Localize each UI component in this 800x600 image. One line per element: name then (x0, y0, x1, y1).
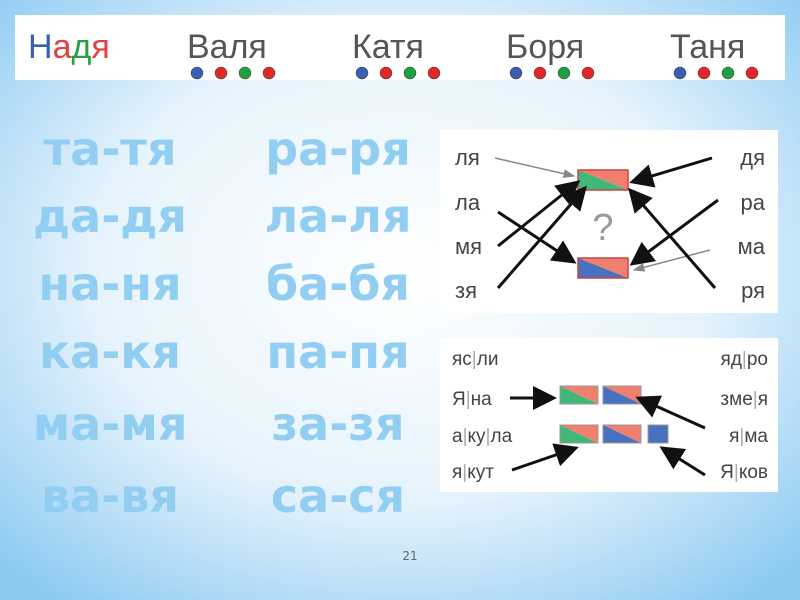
syllable: ля (455, 145, 480, 170)
dot (238, 66, 252, 80)
syllable-pair: па-пя (266, 325, 409, 379)
letter: д (71, 28, 91, 66)
divider: | (466, 389, 471, 410)
letter: Н (28, 28, 53, 66)
diagram-panel (440, 338, 778, 492)
syllable: ла (490, 426, 512, 447)
syllable: ма (744, 426, 768, 447)
word: Я|ков (720, 462, 768, 483)
first-name: Надя (28, 28, 110, 66)
word: а|ку|ла (452, 426, 513, 447)
diagram-shapes (494, 156, 719, 289)
syllable-pair: са-ся (271, 469, 405, 523)
header-panel (15, 15, 785, 80)
dot (509, 66, 523, 80)
word: я|кут (452, 462, 494, 483)
dot (403, 66, 417, 80)
dot (557, 66, 571, 80)
syllable: яс (452, 349, 472, 370)
syllable-pair: та-тя (44, 122, 177, 176)
syllable: яд (721, 349, 742, 370)
syllable: Я (720, 462, 734, 483)
diagram-shapes (510, 385, 706, 477)
name: Катя (352, 28, 424, 66)
syllable: на (471, 389, 492, 410)
syllable: мя (455, 234, 482, 259)
syllable-pair: на-ня (38, 257, 181, 311)
syllable-pair: да-дя (33, 189, 187, 243)
syllable: а (452, 426, 463, 447)
page-number: 21 (402, 549, 417, 563)
syllable-pair: ва-вя (41, 469, 179, 523)
dot (190, 66, 204, 80)
name: Таня (670, 28, 745, 66)
dot (581, 66, 595, 80)
word: яс|ли (452, 349, 498, 370)
syllable-pair: ма-мя (33, 397, 188, 451)
divider: | (462, 462, 467, 483)
dot (214, 66, 228, 80)
syllable: ла (455, 190, 481, 215)
diagram-panel (440, 130, 778, 313)
syllable: ря (741, 278, 765, 303)
syllable-pair: за-зя (271, 397, 404, 451)
divider: | (472, 349, 477, 370)
syllable-pair: ба-бя (266, 257, 410, 311)
divider: | (463, 426, 468, 447)
syllable: дя (740, 145, 765, 170)
syllable: ра (741, 190, 766, 215)
dot (262, 66, 276, 80)
syllable: я (452, 462, 462, 483)
dot (427, 66, 441, 80)
divider: | (486, 426, 491, 447)
dot (721, 66, 735, 80)
divider: | (742, 349, 747, 370)
dot (697, 66, 711, 80)
letter: а (53, 28, 72, 66)
dot (355, 66, 369, 80)
name: Боря (506, 28, 584, 66)
dot (379, 66, 393, 80)
syllable: зя (455, 278, 477, 303)
word: яд|ро (721, 349, 768, 370)
syllable: Я (452, 389, 466, 410)
word: зме|я (720, 389, 768, 410)
dot (533, 66, 547, 80)
syllable: ли (477, 349, 499, 370)
name: Валя (187, 28, 267, 66)
divider: | (753, 389, 758, 410)
question-mark: ? (592, 207, 613, 249)
letter: я (91, 28, 109, 66)
syllable: ку (468, 426, 487, 447)
syllable: кут (467, 462, 494, 483)
syllable: зме (720, 389, 752, 410)
word: я|ма (729, 426, 768, 447)
word: Я|на (452, 389, 492, 410)
dot (745, 66, 759, 80)
syllable: ро (747, 349, 768, 370)
syllable-pair: ла-ля (264, 189, 411, 243)
syllable: ков (739, 462, 768, 483)
dot (673, 66, 687, 80)
divider: | (734, 462, 739, 483)
divider: | (739, 426, 744, 447)
syllable: я (729, 426, 739, 447)
syllable: ма (738, 234, 766, 259)
syllable: я (758, 389, 768, 410)
syllable-pair: ка-кя (39, 325, 181, 379)
syllable-pair: ра-ря (265, 122, 411, 176)
